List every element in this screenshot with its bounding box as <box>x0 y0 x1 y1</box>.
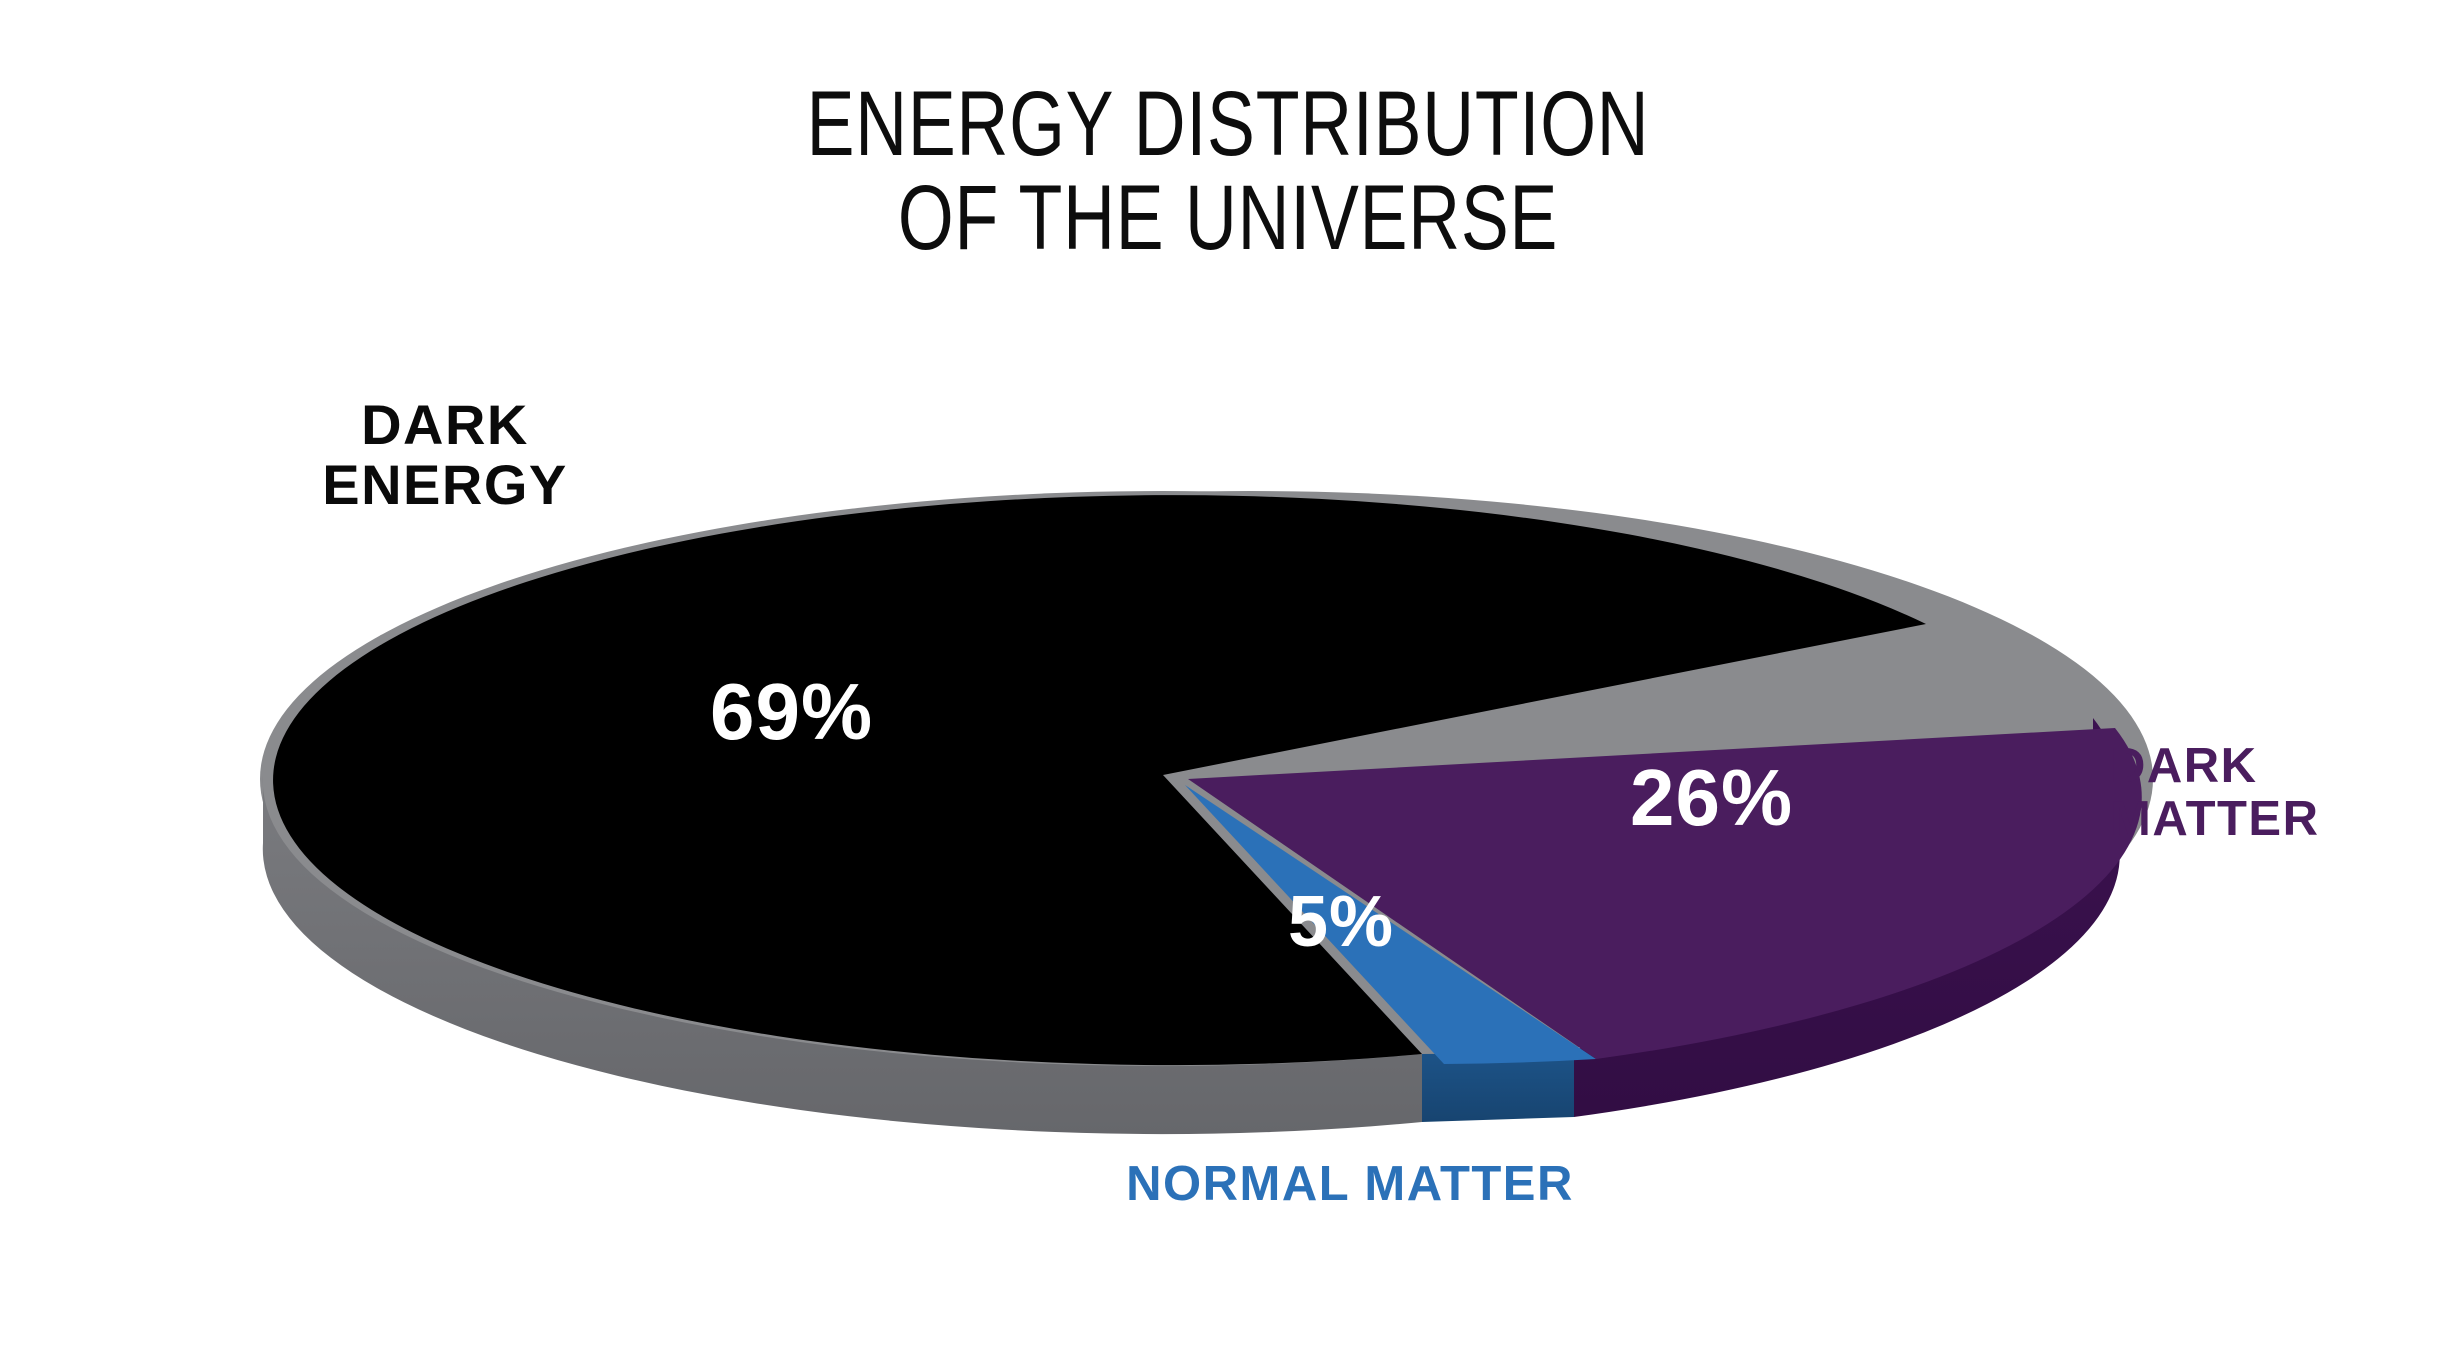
slice-label-dark-matter: DARK MATTER <box>2110 739 2320 846</box>
slice-value-dark-energy: 69% <box>710 667 874 756</box>
slice-side-dark-energy <box>262 775 1423 1135</box>
chart-title: ENERGY DISTRIBUTION OF THE UNIVERSE <box>806 73 1650 269</box>
slice-top-dark-energy <box>273 495 1926 1066</box>
slice-top-dark-matter <box>1188 728 2142 1059</box>
slice-label-dark-energy: DARK ENERGY <box>322 393 568 517</box>
slice-side-normal-matter <box>1422 1049 1574 1122</box>
slice-side-dark-matter <box>1574 718 2120 1117</box>
slice-value-normal-matter: 5% <box>1288 882 1395 962</box>
slice-label-normal-matter: NORMAL MATTER <box>1126 1157 1574 1211</box>
slice-top-normal-matter <box>1185 785 1596 1064</box>
slice-value-dark-matter: 26% <box>1630 753 1794 842</box>
